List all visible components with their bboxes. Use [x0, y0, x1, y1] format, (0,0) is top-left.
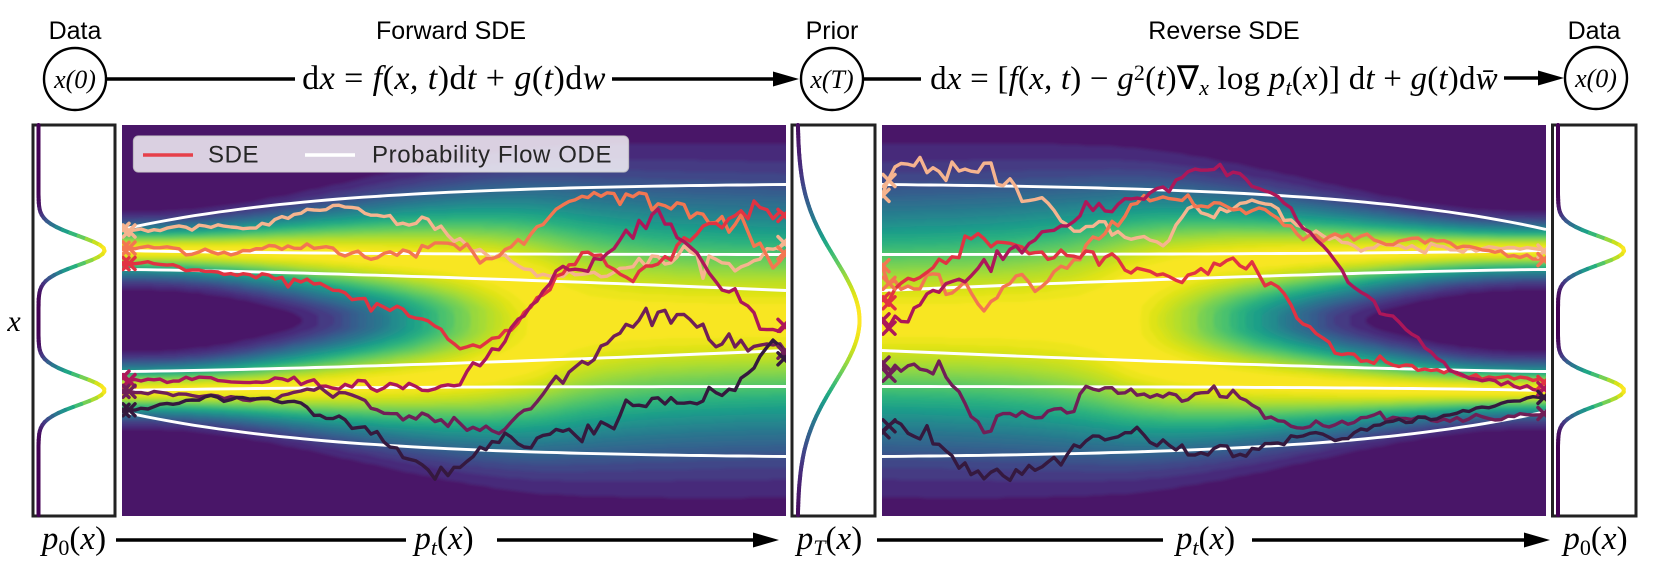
- svg-text:x(T): x(T): [809, 65, 853, 94]
- svg-text:pT(x): pT(x): [795, 521, 862, 560]
- svg-text:Probability Flow ODE: Probability Flow ODE: [372, 142, 612, 169]
- svg-text:dx = f(x, t)dt + g(t)dw: dx = f(x, t)dt + g(t)dw: [302, 60, 606, 97]
- svg-text:Data: Data: [1568, 17, 1621, 45]
- svg-text:p0(x): p0(x): [1561, 521, 1627, 560]
- svg-text:p0(x): p0(x): [40, 521, 106, 560]
- svg-text:x(0): x(0): [1574, 64, 1617, 93]
- svg-text:Reverse SDE: Reverse SDE: [1148, 17, 1299, 45]
- svg-text:x(0): x(0): [53, 65, 96, 94]
- svg-text:pt(x): pt(x): [1174, 521, 1235, 560]
- svg-text:x: x: [6, 305, 21, 338]
- svg-text:SDE: SDE: [208, 142, 259, 169]
- svg-text:dx = [f(x, t) − g2(t)∇x log pt: dx = [f(x, t) − g2(t)∇x log pt(x)] dt + …: [930, 60, 1498, 99]
- svg-text:pt(x): pt(x): [412, 521, 473, 560]
- svg-text:Data: Data: [49, 17, 102, 45]
- svg-text:Prior: Prior: [806, 17, 859, 45]
- svg-text:Forward SDE: Forward SDE: [376, 17, 526, 45]
